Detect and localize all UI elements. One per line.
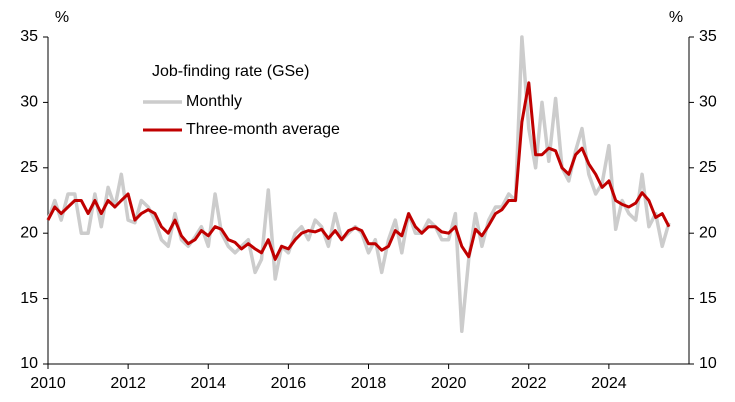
legend-label: Monthly: [186, 93, 242, 110]
y2-tick-label: 35: [699, 28, 717, 45]
y-tick-label: 10: [20, 355, 38, 372]
y-tick-label: 35: [20, 28, 38, 45]
line-series: [46, 81, 671, 261]
y-tick-label: 20: [20, 224, 38, 241]
legend-title: Job-finding rate (GSe): [152, 63, 309, 80]
y2-tick-label: 30: [699, 94, 717, 111]
y2-tick-label: 10: [699, 355, 717, 372]
y2-tick-label: 20: [699, 224, 717, 241]
x-tick-label: 2012: [110, 375, 146, 392]
x-tick-label: 2010: [30, 375, 66, 392]
line-series: [46, 35, 671, 334]
y-tick-label: 25: [20, 159, 38, 176]
y2-label: %: [669, 9, 683, 26]
y2-tick-label: 15: [699, 290, 717, 307]
y-tick-label: 30: [20, 94, 38, 111]
legend-label: Three-month average: [186, 121, 340, 138]
x-tick-label: 2022: [511, 375, 547, 392]
y2-tick-label: 25: [699, 159, 717, 176]
y-tick-label: 15: [20, 290, 38, 307]
x-tick-label: 2014: [190, 375, 226, 392]
y-label: %: [55, 9, 69, 26]
x-tick-label: 2016: [271, 375, 307, 392]
x-tick-label: 2020: [431, 375, 467, 392]
x-tick-label: 2024: [591, 375, 627, 392]
x-tick-label: 2018: [351, 375, 387, 392]
